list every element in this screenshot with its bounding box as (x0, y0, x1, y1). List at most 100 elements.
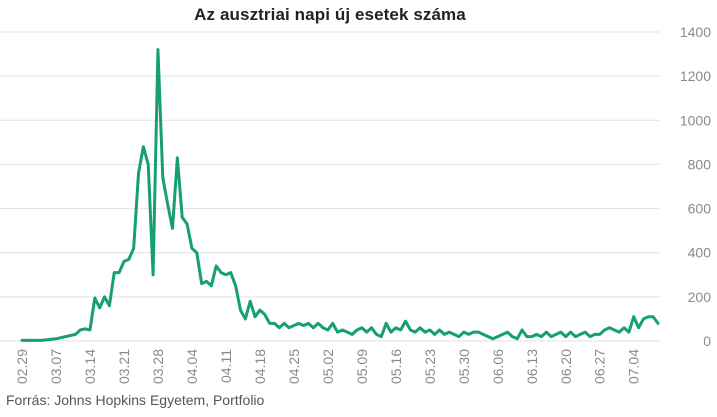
x-tick-label: 03.21 (116, 349, 132, 384)
data-point (326, 328, 330, 332)
data-point (569, 330, 572, 334)
data-point (127, 258, 131, 261)
data-point (302, 324, 305, 327)
data-point (151, 273, 155, 276)
data-point (321, 326, 325, 329)
data-point (375, 333, 378, 336)
x-tick-label: 04.04 (184, 349, 200, 384)
data-point (608, 326, 611, 329)
data-point (418, 326, 422, 329)
data-point (501, 333, 504, 336)
data-point (428, 328, 432, 332)
data-point (69, 334, 72, 337)
data-point (627, 330, 631, 334)
x-tick-label: 05.23 (422, 349, 438, 384)
x-tick-label: 03.07 (48, 349, 64, 384)
data-point (185, 222, 189, 226)
data-point (651, 315, 655, 318)
data-point (200, 282, 203, 285)
grid-lines (0, 31, 660, 342)
data-point (147, 163, 150, 166)
data-point (647, 315, 650, 318)
data-point (142, 145, 145, 148)
data-point (35, 339, 38, 342)
data-point (297, 322, 300, 325)
data-point (49, 338, 53, 341)
data-point (516, 337, 519, 340)
data-point (244, 317, 247, 321)
series (20, 48, 660, 342)
data-point (380, 335, 383, 338)
data-point (215, 264, 218, 268)
data-point (137, 172, 140, 175)
data-point (171, 227, 174, 230)
data-point (656, 322, 660, 325)
data-point (545, 330, 548, 334)
data-point (448, 330, 451, 334)
data-point (496, 335, 499, 338)
data-point (384, 322, 388, 325)
data-point (477, 330, 480, 334)
x-axis: 02.29 03.07 03.14 03.21 03.28 04.04 04.11 04.18… (14, 349, 642, 384)
x-tick-label: 06.13 (524, 349, 540, 384)
data-point (64, 335, 67, 338)
data-point (258, 308, 262, 312)
data-point (346, 330, 349, 334)
data-point (287, 326, 291, 329)
data-point (520, 328, 524, 332)
data-point (88, 328, 92, 332)
data-point (312, 326, 315, 329)
data-point (399, 328, 402, 332)
data-point (316, 322, 320, 325)
data-point (632, 315, 635, 318)
data-point (74, 333, 77, 336)
y-tick-label: 200 (688, 289, 712, 305)
y-tick-label: 0 (703, 333, 711, 349)
data-point (360, 326, 364, 329)
data-point (40, 339, 43, 342)
x-tick-label: 04.11 (218, 349, 234, 383)
data-point (181, 216, 184, 219)
x-tick-label: 04.25 (286, 349, 302, 384)
data-point (30, 339, 33, 342)
data-point (423, 330, 427, 334)
data-point (414, 330, 417, 334)
y-axis: 0 200 400 600 800 1000 1200 1400 (680, 24, 711, 349)
data-point (268, 322, 271, 325)
data-point (574, 335, 577, 338)
source-note: Forrás: Johns Hopkins Egyetem, Portfolio (6, 392, 265, 408)
data-point (122, 260, 126, 263)
data-point (617, 330, 621, 334)
data-point (282, 322, 286, 325)
data-point (365, 330, 368, 334)
data-point (253, 315, 257, 318)
x-tick-label: 04.18 (252, 349, 268, 384)
y-tick-label: 400 (688, 245, 712, 261)
data-point (93, 296, 97, 300)
x-tick-label: 05.30 (456, 349, 472, 384)
data-point (248, 300, 252, 303)
data-point (355, 328, 359, 332)
data-point (404, 319, 407, 323)
data-point (525, 335, 529, 338)
x-tick-label: 05.02 (320, 349, 336, 384)
data-point (336, 330, 339, 334)
data-point (205, 280, 208, 283)
data-point (588, 335, 592, 338)
data-point (622, 326, 626, 329)
data-point (637, 326, 640, 329)
data-point (350, 333, 354, 336)
y-tick-label: 1400 (680, 24, 711, 40)
y-tick-label: 1000 (680, 112, 711, 128)
data-point (642, 317, 645, 321)
data-point (394, 326, 398, 329)
chart-title: Az ausztriai napi új esetek száma (194, 5, 466, 24)
data-point (389, 330, 393, 334)
data-point (511, 335, 514, 338)
data-point (331, 322, 334, 325)
y-tick-label: 1200 (680, 68, 711, 84)
data-point (98, 306, 101, 310)
y-tick-label: 600 (688, 201, 712, 217)
data-point (443, 333, 446, 336)
data-point (452, 333, 456, 336)
